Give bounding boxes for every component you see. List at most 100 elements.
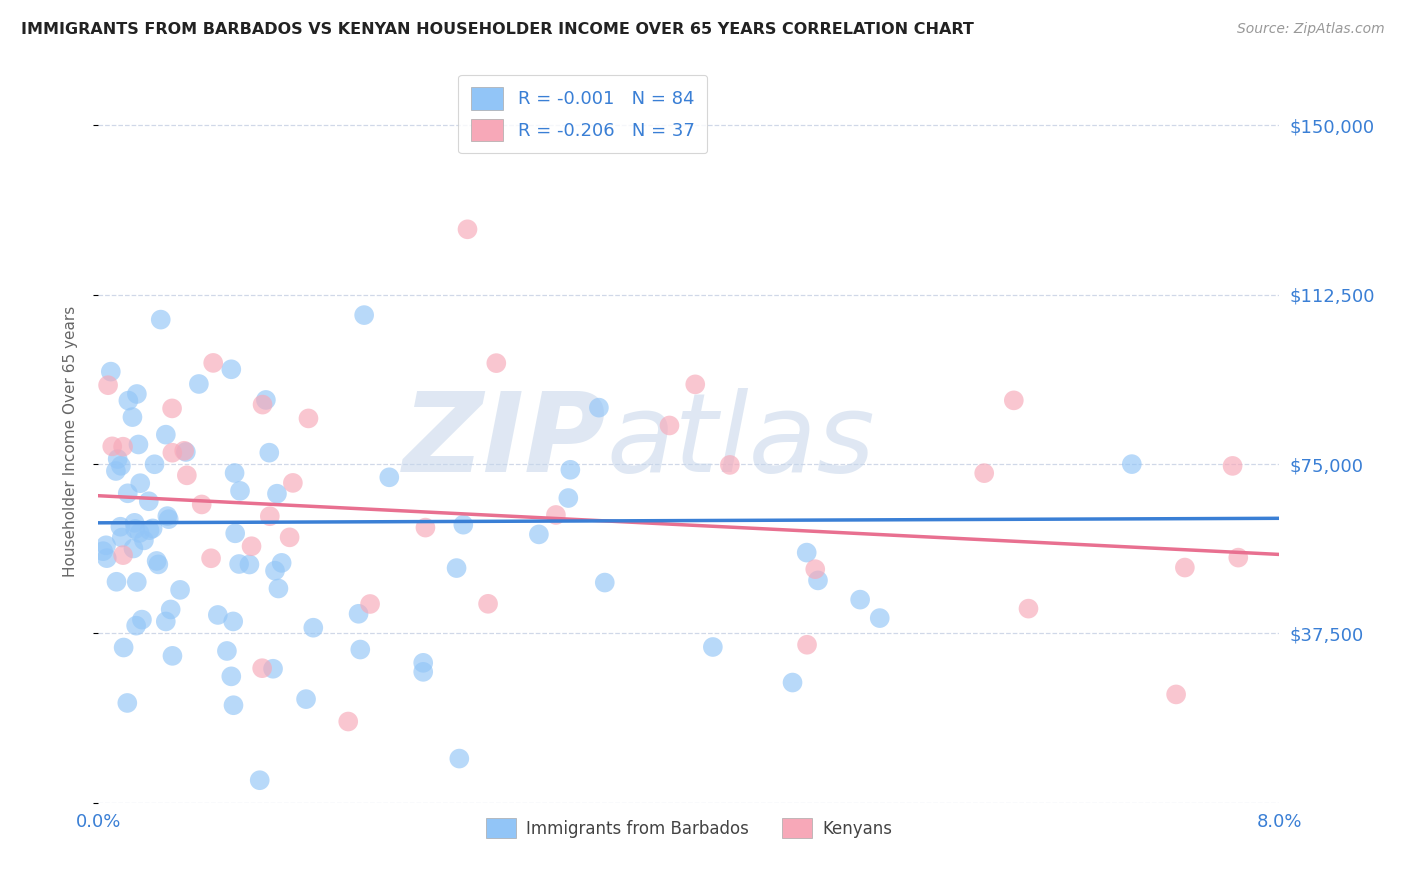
Point bbox=[250, 661, 273, 675]
Point bbox=[169, 582, 191, 597]
Point bbox=[124, 522, 146, 536]
Point bbox=[702, 640, 724, 654]
Point bbox=[353, 308, 375, 322]
Point bbox=[162, 446, 184, 460]
Point bbox=[297, 411, 319, 425]
Point bbox=[683, 377, 706, 392]
Point bbox=[190, 498, 212, 512]
Point bbox=[117, 393, 139, 408]
Point bbox=[127, 437, 149, 451]
Point bbox=[295, 692, 318, 706]
Point bbox=[148, 558, 170, 572]
Point bbox=[142, 521, 165, 535]
Point bbox=[125, 387, 148, 401]
Point bbox=[117, 696, 139, 710]
Point bbox=[412, 665, 434, 679]
Point bbox=[718, 458, 741, 472]
Point bbox=[131, 613, 153, 627]
Point bbox=[1002, 393, 1025, 408]
Point bbox=[477, 597, 499, 611]
Point bbox=[359, 597, 381, 611]
Point bbox=[110, 519, 132, 533]
Point bbox=[176, 468, 198, 483]
Point bbox=[187, 376, 209, 391]
Point bbox=[96, 551, 118, 566]
Point bbox=[347, 607, 370, 621]
Point bbox=[160, 401, 183, 416]
Point bbox=[110, 458, 132, 473]
Point bbox=[453, 517, 475, 532]
Point bbox=[658, 418, 681, 433]
Point bbox=[560, 463, 582, 477]
Point bbox=[252, 398, 274, 412]
Point bbox=[125, 574, 148, 589]
Point bbox=[254, 392, 277, 407]
Point bbox=[94, 538, 117, 552]
Point bbox=[224, 526, 246, 541]
Point bbox=[159, 602, 181, 616]
Point bbox=[105, 574, 128, 589]
Point bbox=[112, 640, 135, 655]
Text: ZIP: ZIP bbox=[402, 388, 606, 495]
Point bbox=[207, 607, 229, 622]
Legend: Immigrants from Barbados, Kenyans: Immigrants from Barbados, Kenyans bbox=[479, 812, 898, 845]
Y-axis label: Householder Income Over 65 years: Householder Income Over 65 years bbox=[63, 306, 77, 577]
Point bbox=[124, 516, 146, 530]
Point bbox=[593, 575, 616, 590]
Text: IMMIGRANTS FROM BARBADOS VS KENYAN HOUSEHOLDER INCOME OVER 65 YEARS CORRELATION : IMMIGRANTS FROM BARBADOS VS KENYAN HOUSE… bbox=[21, 22, 974, 37]
Point bbox=[1166, 687, 1188, 701]
Point bbox=[222, 698, 245, 713]
Point bbox=[112, 548, 135, 562]
Point bbox=[782, 675, 804, 690]
Point bbox=[104, 464, 127, 478]
Point bbox=[449, 751, 471, 765]
Point bbox=[557, 491, 579, 505]
Point bbox=[222, 615, 245, 629]
Point bbox=[238, 558, 260, 572]
Point bbox=[157, 512, 180, 526]
Point bbox=[259, 445, 281, 459]
Point bbox=[155, 615, 177, 629]
Point bbox=[117, 486, 139, 500]
Point bbox=[97, 378, 120, 392]
Point bbox=[200, 551, 222, 566]
Point bbox=[1121, 457, 1143, 471]
Point bbox=[544, 508, 567, 522]
Point bbox=[302, 621, 325, 635]
Point bbox=[869, 611, 891, 625]
Point bbox=[128, 525, 150, 540]
Point bbox=[125, 618, 148, 632]
Point bbox=[266, 486, 288, 500]
Point bbox=[174, 445, 197, 459]
Point bbox=[112, 440, 135, 454]
Point bbox=[1018, 601, 1040, 615]
Point bbox=[337, 714, 360, 729]
Point bbox=[267, 582, 290, 596]
Point bbox=[111, 531, 134, 545]
Point bbox=[807, 574, 830, 588]
Point bbox=[100, 365, 122, 379]
Point bbox=[240, 539, 263, 553]
Point bbox=[849, 592, 872, 607]
Point bbox=[138, 523, 160, 537]
Point bbox=[973, 466, 995, 480]
Point bbox=[588, 401, 610, 415]
Point bbox=[215, 644, 238, 658]
Point bbox=[415, 520, 437, 534]
Point bbox=[457, 222, 479, 236]
Point bbox=[804, 562, 827, 576]
Point bbox=[149, 312, 172, 326]
Point bbox=[138, 494, 160, 508]
Point bbox=[202, 356, 225, 370]
Point bbox=[228, 557, 250, 571]
Point bbox=[107, 452, 129, 467]
Point bbox=[796, 546, 818, 560]
Point bbox=[796, 638, 818, 652]
Point bbox=[221, 362, 243, 376]
Point bbox=[224, 466, 246, 480]
Point bbox=[129, 476, 152, 491]
Point bbox=[145, 554, 167, 568]
Point bbox=[264, 564, 287, 578]
Text: Source: ZipAtlas.com: Source: ZipAtlas.com bbox=[1237, 22, 1385, 37]
Point bbox=[122, 541, 145, 556]
